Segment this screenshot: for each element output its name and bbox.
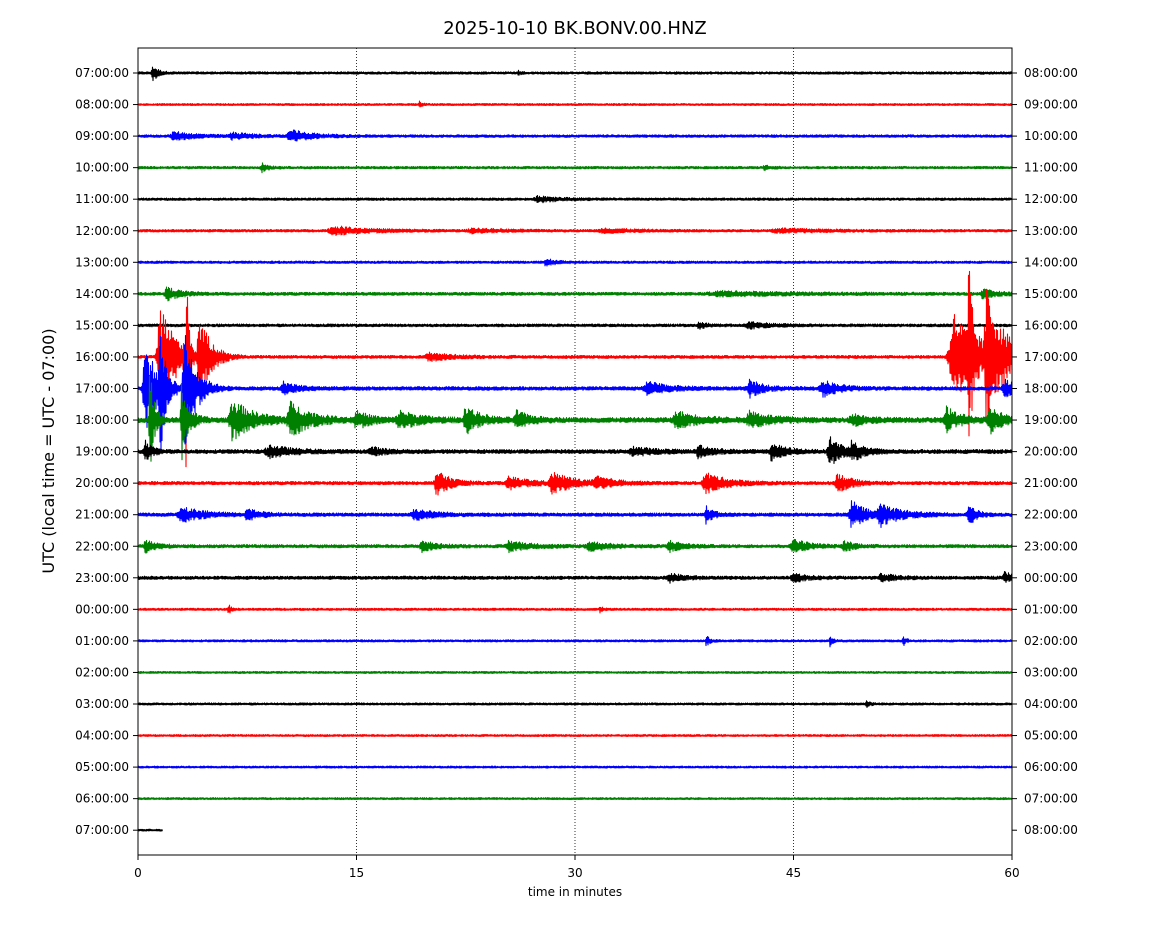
right-time-label: 03:00:00 [1024, 665, 1078, 679]
left-time-label: 22:00:00 [75, 539, 129, 553]
left-time-label: 20:00:00 [75, 476, 129, 490]
right-time-label: 01:00:00 [1024, 602, 1078, 616]
right-time-label: 08:00:00 [1024, 66, 1078, 80]
x-tick-label: 45 [786, 866, 801, 880]
right-time-label: 07:00:00 [1024, 792, 1078, 806]
trace-row-9 [137, 270, 1013, 468]
left-time-label: 21:00:00 [75, 508, 129, 522]
trace-row-15 [137, 538, 1013, 554]
trace-row-0 [137, 66, 1013, 82]
left-time-label: 23:00:00 [75, 571, 129, 585]
right-time-label: 08:00:00 [1024, 823, 1078, 837]
right-time-label: 11:00:00 [1024, 161, 1078, 175]
right-time-label: 20:00:00 [1024, 445, 1078, 459]
right-time-label: 23:00:00 [1024, 539, 1078, 553]
trace-row-1 [137, 100, 1013, 108]
right-time-label: 15:00:00 [1024, 287, 1078, 301]
right-time-label: 13:00:00 [1024, 224, 1078, 238]
left-time-label: 12:00:00 [75, 224, 129, 238]
right-time-label: 12:00:00 [1024, 192, 1078, 206]
vertical-grid-lines [356, 48, 794, 855]
seismic-traces [137, 66, 1013, 832]
trace-row-21 [137, 734, 1013, 738]
left-time-label: 11:00:00 [75, 192, 129, 206]
right-time-label: 19:00:00 [1024, 413, 1078, 427]
right-time-label: 05:00:00 [1024, 729, 1078, 743]
left-time-label: 07:00:00 [75, 823, 129, 837]
right-time-label: 09:00:00 [1024, 98, 1078, 112]
trace-row-10 [137, 334, 1013, 451]
right-time-label: 22:00:00 [1024, 508, 1078, 522]
chart-title: 2025-10-10 BK.BONV.00.HNZ [443, 18, 707, 39]
left-time-label: 07:00:00 [75, 66, 129, 80]
left-time-label: 13:00:00 [75, 255, 129, 269]
left-time-label: 05:00:00 [75, 760, 129, 774]
trace-row-6 [137, 258, 1013, 267]
trace-row-18 [137, 635, 1013, 648]
trace-row-23 [137, 797, 1013, 801]
left-time-label: 19:00:00 [75, 445, 129, 459]
left-time-label: 00:00:00 [75, 602, 129, 616]
trace-row-11 [137, 375, 1013, 462]
trace-row-14 [137, 500, 1013, 529]
left-time-axis: 07:00:00 08:00:00 09:00:00 10:00:00 11:00:00… [75, 66, 138, 837]
x-axis: 0 15 30 45 60 [134, 855, 1020, 880]
right-time-label: 16:00:00 [1024, 318, 1078, 332]
trace-row-19 [137, 670, 1013, 674]
trace-row-7 [137, 286, 1013, 302]
left-time-label: 08:00:00 [75, 98, 129, 112]
trace-row-22 [137, 765, 1013, 769]
trace-row-17 [137, 604, 1013, 614]
right-time-label: 04:00:00 [1024, 697, 1078, 711]
right-time-label: 14:00:00 [1024, 255, 1078, 269]
trace-row-3 [137, 162, 1013, 174]
x-tick-label: 0 [134, 866, 142, 880]
trace-row-5 [137, 225, 1013, 237]
right-time-axis: 08:00:00 09:00:00 10:00:00 11:00:00 12:00:00… [1012, 66, 1078, 837]
left-time-label: 17:00:00 [75, 382, 129, 396]
trace-row-13 [137, 472, 1013, 496]
right-time-label: 21:00:00 [1024, 476, 1078, 490]
right-time-label: 00:00:00 [1024, 571, 1078, 585]
x-tick-label: 30 [567, 866, 582, 880]
right-time-label: 10:00:00 [1024, 129, 1078, 143]
right-time-label: 06:00:00 [1024, 760, 1078, 774]
left-time-label: 09:00:00 [75, 129, 129, 143]
left-time-label: 04:00:00 [75, 729, 129, 743]
trace-row-8 [137, 321, 1013, 330]
left-time-label: 10:00:00 [75, 161, 129, 175]
left-time-label: 03:00:00 [75, 697, 129, 711]
left-time-label: 06:00:00 [75, 792, 129, 806]
right-time-label: 18:00:00 [1024, 382, 1078, 396]
right-time-label: 17:00:00 [1024, 350, 1078, 364]
left-time-label: 15:00:00 [75, 318, 129, 332]
right-time-label: 02:00:00 [1024, 634, 1078, 648]
left-time-label: 18:00:00 [75, 413, 129, 427]
x-tick-label: 15 [349, 866, 364, 880]
x-axis-label: time in minutes [528, 885, 622, 899]
left-time-label: 16:00:00 [75, 350, 129, 364]
trace-row-20 [137, 700, 1013, 709]
trace-row-16 [137, 571, 1013, 584]
trace-row-24 [137, 828, 164, 832]
trace-row-12 [137, 436, 1013, 465]
left-time-label: 14:00:00 [75, 287, 129, 301]
y-axis-label: UTC (local time = UTC - 07:00) [39, 328, 58, 573]
left-time-label: 01:00:00 [75, 634, 129, 648]
trace-row-2 [137, 129, 1013, 142]
x-tick-label: 60 [1004, 866, 1019, 880]
left-time-label: 02:00:00 [75, 665, 129, 679]
trace-row-4 [137, 195, 1013, 204]
